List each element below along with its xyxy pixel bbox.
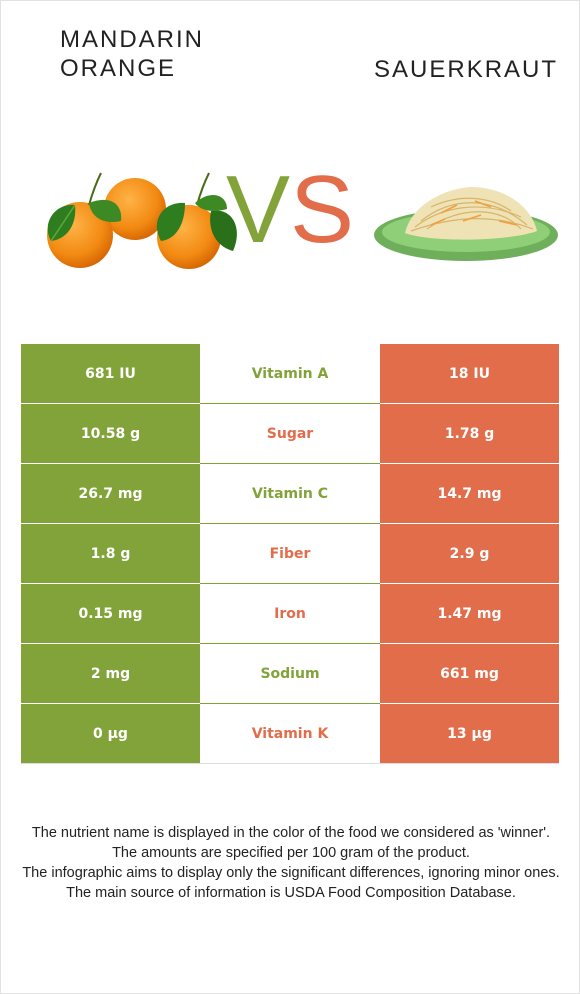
right-food-value: 14.7 mg bbox=[380, 464, 559, 524]
footnote-differences: The infographic aims to display only the… bbox=[22, 865, 560, 881]
footnotes: The nutrient name is displayed in the co… bbox=[21, 823, 561, 903]
right-food-value: 661 mg bbox=[380, 644, 559, 704]
nutrient-row: 26.7 mg Vitamin C 14.7 mg bbox=[21, 464, 559, 524]
left-food-title-line1: MANDARIN bbox=[60, 26, 205, 53]
left-food-value: 681 IU bbox=[21, 344, 200, 404]
nutrient-table: 681 IU Vitamin A 18 IU 10.58 g Sugar 1.78 g 26… bbox=[21, 344, 559, 764]
nutrient-name: Vitamin A bbox=[200, 344, 380, 404]
left-food-title: MANDARIN ORANGE bbox=[60, 25, 260, 83]
right-food-value: 1.47 mg bbox=[380, 584, 559, 644]
sauerkraut-image bbox=[374, 187, 558, 261]
left-food-value: 2 mg bbox=[21, 644, 200, 704]
right-food-value: 13 µg bbox=[380, 704, 559, 764]
left-food-value: 10.58 g bbox=[21, 404, 200, 464]
footnote-source: The main source of information is USDA F… bbox=[66, 885, 516, 901]
nutrient-row: 0 µg Vitamin K 13 µg bbox=[21, 704, 559, 764]
nutrient-row: 1.8 g Fiber 2.9 g bbox=[21, 524, 559, 584]
nutrient-name: Sugar bbox=[200, 404, 380, 464]
nutrient-row: 2 mg Sodium 661 mg bbox=[21, 644, 559, 704]
nutrient-row: 681 IU Vitamin A 18 IU bbox=[21, 344, 559, 404]
left-food-value: 26.7 mg bbox=[21, 464, 200, 524]
left-food-value: 0.15 mg bbox=[21, 584, 200, 644]
nutrient-name: Sodium bbox=[200, 644, 380, 704]
nutrient-name: Fiber bbox=[200, 524, 380, 584]
vs-v-letter: V bbox=[226, 156, 291, 263]
footnote-amounts: The amounts are specified per 100 gram o… bbox=[112, 845, 470, 861]
left-food-value: 1.8 g bbox=[21, 524, 200, 584]
nutrient-name: Vitamin C bbox=[200, 464, 380, 524]
right-food-value: 1.78 g bbox=[380, 404, 559, 464]
nutrient-name: Iron bbox=[200, 584, 380, 644]
right-food-value: 18 IU bbox=[380, 344, 559, 404]
nutrient-name: Vitamin K bbox=[200, 704, 380, 764]
mandarin-orange-image bbox=[47, 172, 237, 269]
nutrient-row: 10.58 g Sugar 1.78 g bbox=[21, 404, 559, 464]
vs-s-letter: S bbox=[290, 156, 355, 263]
footnote-winner: The nutrient name is displayed in the co… bbox=[31, 825, 551, 841]
right-food-value: 2.9 g bbox=[380, 524, 559, 584]
right-food-title: SAUERKRAUT bbox=[374, 56, 559, 83]
nutrient-row: 0.15 mg Iron 1.47 mg bbox=[21, 584, 559, 644]
left-food-value: 0 µg bbox=[21, 704, 200, 764]
vs-label: V S bbox=[226, 162, 356, 261]
left-food-title-line2: ORANGE bbox=[60, 55, 177, 82]
